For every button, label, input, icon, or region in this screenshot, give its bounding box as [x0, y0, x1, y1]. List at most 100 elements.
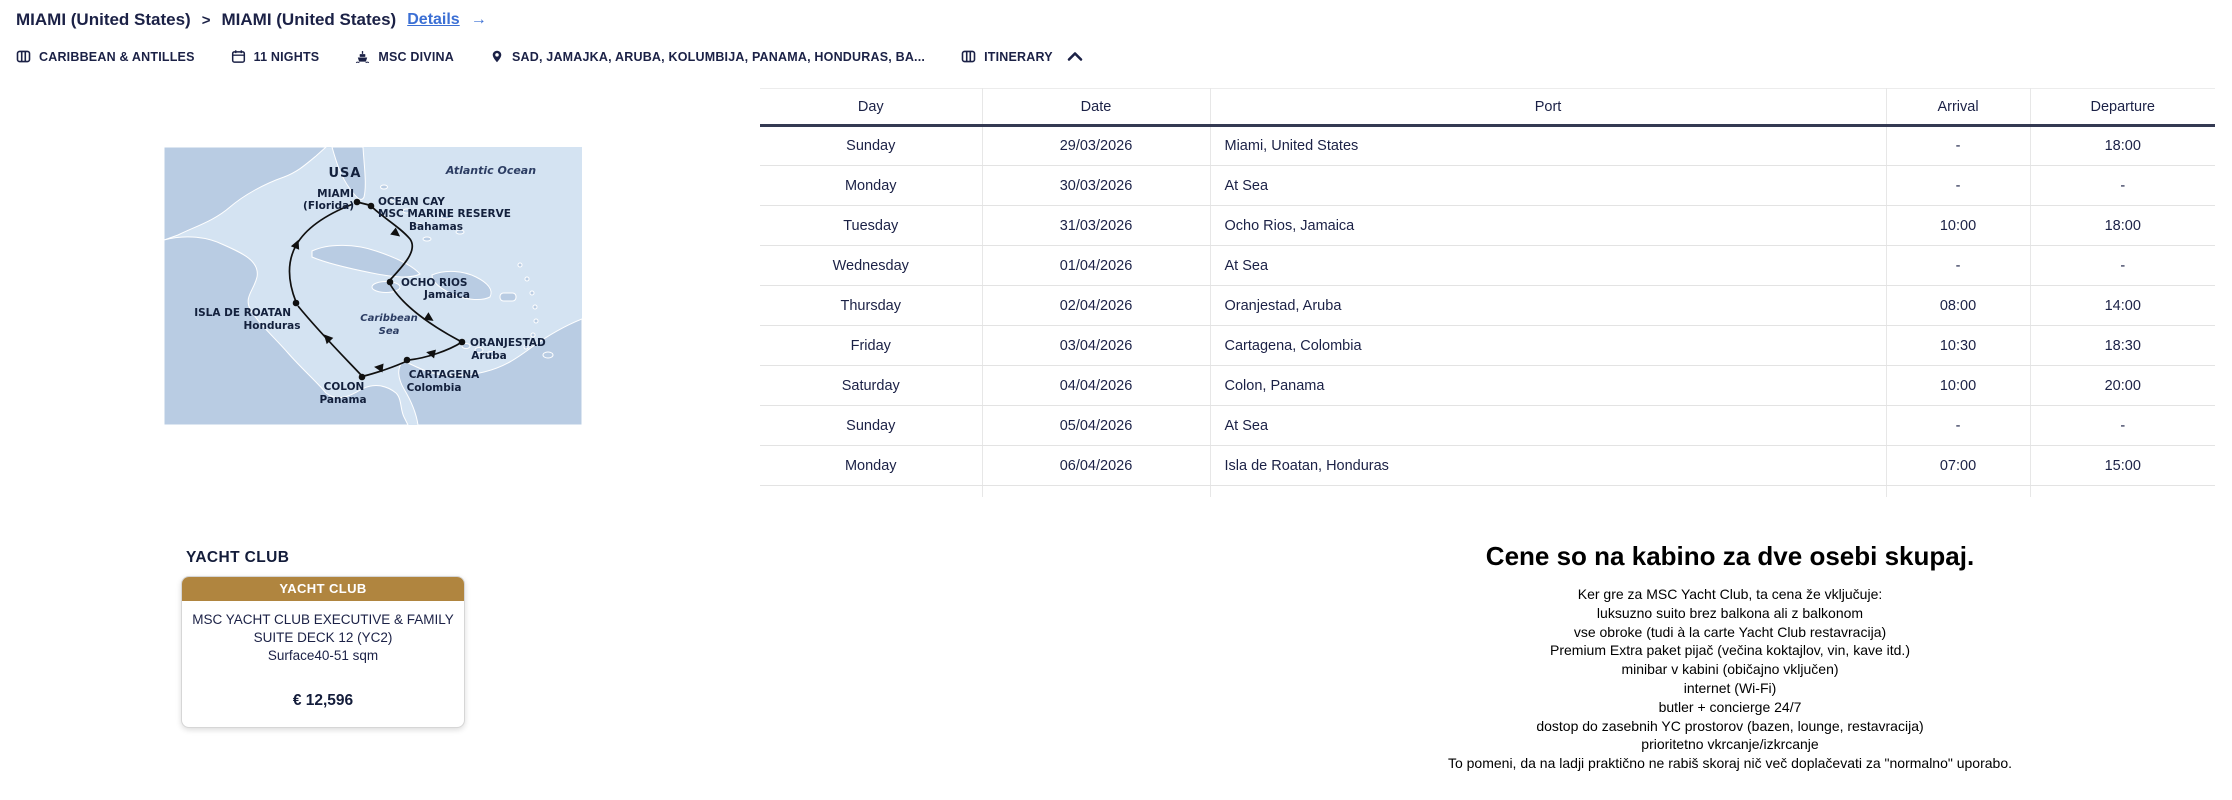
table-row: Thursday 02/04/2026 Oranjestad, Aruba 08:00… — [760, 285, 2215, 326]
table-row: Friday 03/04/2026 Cartagena, Colombia 10:30… — [760, 325, 2215, 366]
svg-text:(Florida): (Florida) — [303, 200, 354, 212]
details-arrow-icon: → — [470, 11, 487, 28]
cell-port: At Sea — [1210, 245, 1887, 286]
cruise-route-map: USA Atlantic Ocean MIAMI (Florida) OCEAN… — [164, 147, 582, 425]
chip-ship-label: MSC DIVINA — [378, 49, 454, 64]
svg-text:MSC MARINE RESERVE: MSC MARINE RESERVE — [378, 208, 511, 220]
chip-nights: 11 NIGHTS — [231, 49, 320, 64]
chip-nights-label: 11 NIGHTS — [253, 49, 320, 64]
pricing-line: prioritetno vkrcanje/izkrcanje — [1641, 736, 1819, 753]
chip-ship: MSC DIVINA — [355, 49, 454, 64]
cell-port: At Sea — [1210, 165, 1887, 206]
pricing-lines: Ker gre za MSC Yacht Club, ta cena že vk… — [1405, 585, 2055, 773]
map-label-oranjestad: ORANJESTAD — [470, 337, 546, 349]
cell-arrival: - — [1886, 245, 2031, 286]
cell-port: Oranjestad, Aruba — [1210, 285, 1887, 326]
cell-day: Sunday — [760, 405, 983, 446]
cell-day: Saturday — [760, 365, 983, 406]
map-labels: USA Atlantic Ocean MIAMI (Florida) OCEAN… — [194, 164, 546, 406]
cell-date: 03/04/2026 — [982, 325, 1211, 366]
port-dots — [292, 198, 466, 381]
cell-arrival: 10:00 — [1886, 205, 2031, 246]
chevron-up-icon — [1067, 51, 1083, 62]
cell-day: Tuesday — [760, 205, 983, 246]
chip-region-label: CARIBBEAN & ANTILLES — [39, 49, 195, 64]
cabin-name-line1: MSC YACHT CLUB EXECUTIVE & FAMILY — [192, 612, 454, 627]
cell-arrival: 07:00 — [1886, 445, 2031, 486]
col-header-day: Day — [760, 88, 983, 126]
cruise-info-chips: CARIBBEAN & ANTILLES 11 NIGHTS MSC DIVIN… — [16, 49, 1083, 64]
table-header-row: Day Date Port Arrival Departure — [760, 88, 2215, 126]
cell-date: 06/04/2026 — [982, 445, 1211, 486]
pricing-info: Cene so na kabino za dve osebi skupaj. K… — [1405, 541, 2055, 773]
pricing-line: To pomeni, da na ladji praktično ne rabi… — [1447, 755, 2013, 772]
cell-arrival: - — [1886, 165, 2031, 206]
location-pin-icon — [490, 49, 504, 64]
map-label-caribbean-sea: Caribbean — [360, 313, 417, 324]
pricing-line: Ker gre za MSC Yacht Club, ta cena že vk… — [1577, 586, 1883, 602]
cell-day: Thursday — [760, 285, 983, 326]
breadcrumb-separator: > — [201, 11, 211, 29]
table-row: Sunday 05/04/2026 At Sea - - — [760, 405, 2215, 446]
map-label-atlantic: Atlantic Ocean — [445, 164, 536, 177]
cell-departure: - — [2030, 245, 2215, 286]
table-row: Monday 06/04/2026 Isla de Roatan, Honduras… — [760, 445, 2215, 486]
cabin-name-line2: SUITE DECK 12 (YC2) — [253, 630, 393, 645]
map-label-usa: USA — [329, 166, 362, 181]
cell-arrival: 10:30 — [1886, 325, 2031, 366]
col-header-date: Date — [982, 88, 1211, 126]
cell-port: Colon, Panama — [1210, 365, 1887, 406]
cell-date: 29/03/2026 — [982, 125, 1211, 166]
cell-departure: - — [2030, 405, 2215, 446]
pricing-line: vse obroke (tudi à la carte Yacht Club r… — [1573, 623, 1887, 640]
col-header-arrival: Arrival — [1886, 88, 2031, 126]
cabin-card[interactable]: YACHT CLUB MSC YACHT CLUB EXECUTIVE & FA… — [181, 576, 465, 728]
cell-departure: 18:30 — [2030, 325, 2215, 366]
table-row: Wednesday 01/04/2026 At Sea - - — [760, 245, 2215, 286]
cell-departure: 15:00 — [2030, 445, 2215, 486]
breadcrumb-from: MIAMI (United States) — [16, 10, 191, 29]
cell-port: Cartagena, Colombia — [1210, 325, 1887, 366]
svg-text:Aruba: Aruba — [471, 350, 506, 362]
calendar-icon — [231, 49, 246, 64]
pricing-line: Premium Extra paket pijač (večina koktaj… — [1550, 642, 1910, 659]
cell-date: 05/04/2026 — [982, 405, 1211, 446]
svg-text:Panama: Panama — [319, 394, 366, 406]
cell-day: Friday — [760, 325, 983, 366]
details-link[interactable]: Details — [407, 11, 460, 28]
cell-day: Sunday — [760, 125, 983, 166]
map-label-ocho-rios: OCHO RIOS — [401, 277, 467, 289]
itinerary-table: Day Date Port Arrival Departure Sunday 29… — [760, 88, 2215, 497]
cell-arrival: 08:00 — [1886, 285, 2031, 326]
cell-departure: 14:00 — [2030, 285, 2215, 326]
table-row: Monday 30/03/2026 At Sea - - — [760, 165, 2215, 206]
chip-ports: SAD, JAMAJKA, ARUBA, KOLUMBIJA, PANAMA, … — [490, 49, 925, 64]
svg-text:Bahamas: Bahamas — [409, 221, 463, 233]
breadcrumb: MIAMI (United States) > MIAMI (United St… — [16, 10, 487, 30]
cell-arrival: - — [1886, 405, 2031, 446]
cell-arrival: - — [1886, 125, 2031, 166]
cell-departure: 18:00 — [2030, 205, 2215, 246]
route-lines — [288, 201, 463, 377]
svg-text:Sea: Sea — [379, 326, 400, 337]
svg-text:Colombia: Colombia — [407, 382, 462, 394]
table-row: Sunday 29/03/2026 Miami, United States -18:… — [760, 125, 2215, 166]
cell-port: Miami, United States — [1210, 125, 1887, 166]
cell-date: 02/04/2026 — [982, 285, 1211, 326]
map-landmasses — [164, 147, 582, 425]
breadcrumb-to: MIAMI (United States) — [221, 10, 397, 29]
map-label-roatan: ISLA DE ROATAN — [194, 307, 291, 319]
col-header-departure: Departure — [2030, 88, 2215, 126]
map-label-miami: MIAMI — [317, 188, 354, 200]
chip-ports-label: SAD, JAMAJKA, ARUBA, KOLUMBIJA, PANAMA, … — [511, 49, 926, 64]
cell-day: Wednesday — [760, 245, 983, 286]
ship-icon — [355, 49, 370, 64]
itinerary-toggle[interactable]: ITINERARY — [961, 49, 1083, 64]
cabin-category-heading: YACHT CLUB — [186, 549, 290, 566]
svg-text:Jamaica: Jamaica — [423, 289, 470, 301]
map-guide-icon — [16, 49, 31, 64]
map-label-colon: COLON — [324, 381, 365, 393]
pricing-line: dostop do zasebnih YC prostorov (bazen, … — [1536, 717, 1924, 734]
cell-departure: - — [2030, 165, 2215, 206]
pricing-line: luksuzno suito brez balkona ali z balkon… — [1596, 604, 1864, 621]
